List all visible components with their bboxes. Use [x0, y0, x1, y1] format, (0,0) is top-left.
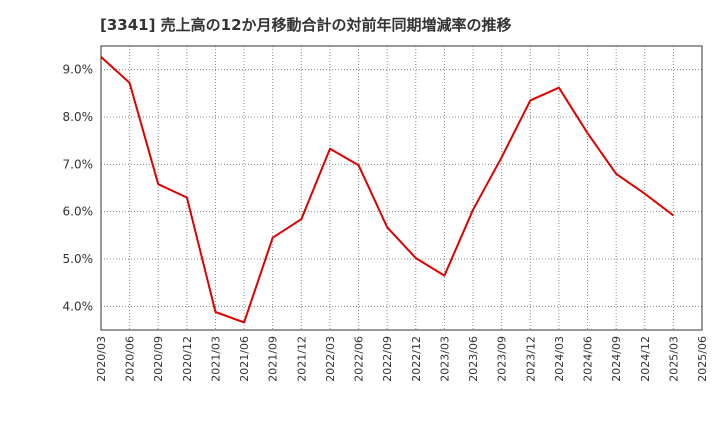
x-tick-label: 2024/06 — [582, 336, 595, 382]
plot-frame — [100, 45, 703, 331]
x-axis-ticks: 2020/03 2020/06 2020/09 2020/12 2021/03 2021/… — [95, 336, 709, 382]
x-tick-label: 2022/03 — [324, 336, 337, 382]
y-tick-label: 9.0% — [63, 63, 94, 77]
x-tick-label: 2022/12 — [410, 336, 423, 382]
x-tick-label: 2023/06 — [467, 336, 480, 382]
y-axis-ticks: 4.0% 5.0% 6.0% 7.0% 8.0% 9.0% — [63, 63, 94, 314]
series-line — [100, 56, 675, 324]
x-tick-label: 2025/06 — [696, 336, 709, 382]
x-tick-label: 2021/09 — [267, 336, 280, 382]
x-tick-label: 2023/03 — [438, 336, 451, 382]
x-tick-label: 2021/03 — [209, 336, 222, 382]
x-tick-label: 2025/03 — [667, 336, 680, 382]
x-tick-label: 2023/12 — [524, 336, 537, 382]
series-layer — [100, 56, 675, 324]
y-tick-label: 4.0% — [63, 299, 94, 313]
x-tick-label: 2020/06 — [124, 336, 137, 382]
y-tick-label: 8.0% — [63, 110, 94, 124]
y-tick-label: 5.0% — [63, 252, 94, 266]
x-tick-label: 2020/03 — [95, 336, 108, 382]
x-tick-label: 2021/12 — [295, 336, 308, 382]
chart-title: [3341] 売上高の12か月移動合計の対前年同期増減率の推移 — [100, 16, 512, 34]
x-tick-label: 2024/03 — [553, 336, 566, 382]
x-tick-label: 2024/12 — [639, 336, 652, 382]
x-tick-label: 2020/12 — [181, 336, 194, 382]
x-tick-label: 2023/09 — [496, 336, 509, 382]
x-tick-label: 2022/09 — [381, 336, 394, 382]
x-tick-label: 2024/09 — [610, 336, 623, 382]
x-tick-label: 2020/09 — [152, 336, 165, 382]
x-tick-label: 2021/06 — [238, 336, 251, 382]
y-tick-label: 6.0% — [63, 205, 94, 219]
grid — [101, 46, 702, 330]
y-tick-label: 7.0% — [63, 157, 94, 171]
x-tick-label: 2022/06 — [353, 336, 366, 382]
